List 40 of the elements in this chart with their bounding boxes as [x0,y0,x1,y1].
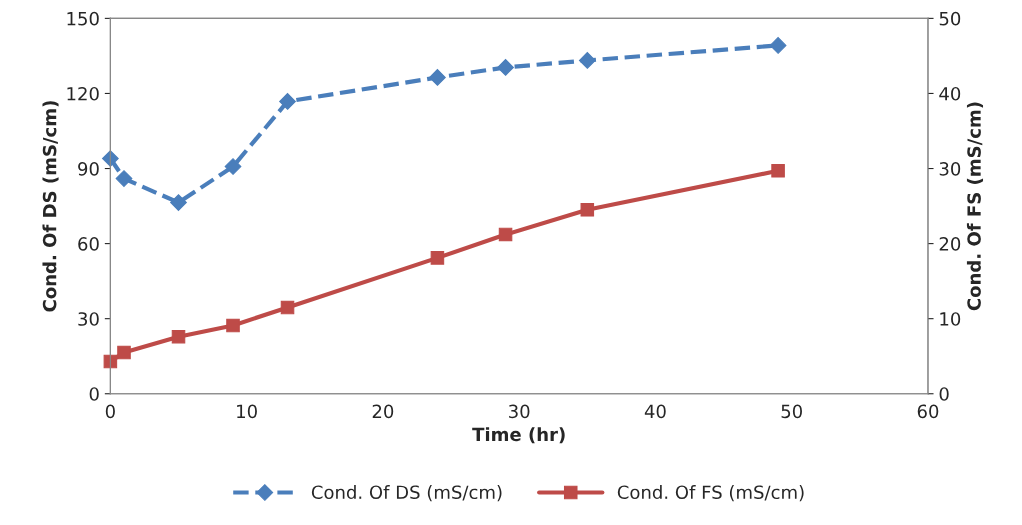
y2-tick-label: 40 [939,86,961,101]
x-tick-label: 10 [237,404,257,419]
x-tick-label: 40 [644,404,666,419]
legend-label: Cond. Of DS (mS/cm) [311,485,502,502]
point [578,52,596,69]
y2-tick-label: 0 [939,387,949,401]
y-tick-label: 60 [78,237,99,251]
point [171,329,186,344]
y2-tick-label: 30 [939,161,961,176]
y-tick-label: 120 [67,86,99,101]
x-tick-label: 60 [917,404,939,419]
y-tick-label: 90 [78,161,99,176]
legend-label: Cond. Of FS (mS/cm) [617,485,804,502]
point [580,203,595,217]
point [115,170,133,187]
y-axis-title: Cond. Of DS (mS/cm) [42,101,59,312]
y2-tick-label: 20 [939,237,961,251]
point [280,300,295,315]
x-axis-title: Time (hr) [472,427,565,444]
point [279,93,296,110]
y-tick-label: 0 [89,387,99,401]
y2-tick-label: 50 [939,11,961,26]
x-tick-label: 30 [509,404,530,419]
point [497,59,514,76]
point [769,37,787,54]
point [226,318,240,333]
y-tick-label: 30 [78,312,99,326]
x-tick-label: 50 [781,404,802,419]
point [117,345,131,360]
point [498,227,513,242]
point [224,158,242,175]
y2-tick-label: 10 [940,312,961,326]
x-tick-label: 20 [372,404,394,419]
point [771,164,785,178]
y-tick-label: 150 [67,11,99,26]
y2-axis-title: Cond. Of FS (mS/cm) [966,102,984,311]
x-tick-label: 0 [105,404,115,419]
point [170,194,187,211]
point [429,69,446,86]
point [430,251,445,265]
